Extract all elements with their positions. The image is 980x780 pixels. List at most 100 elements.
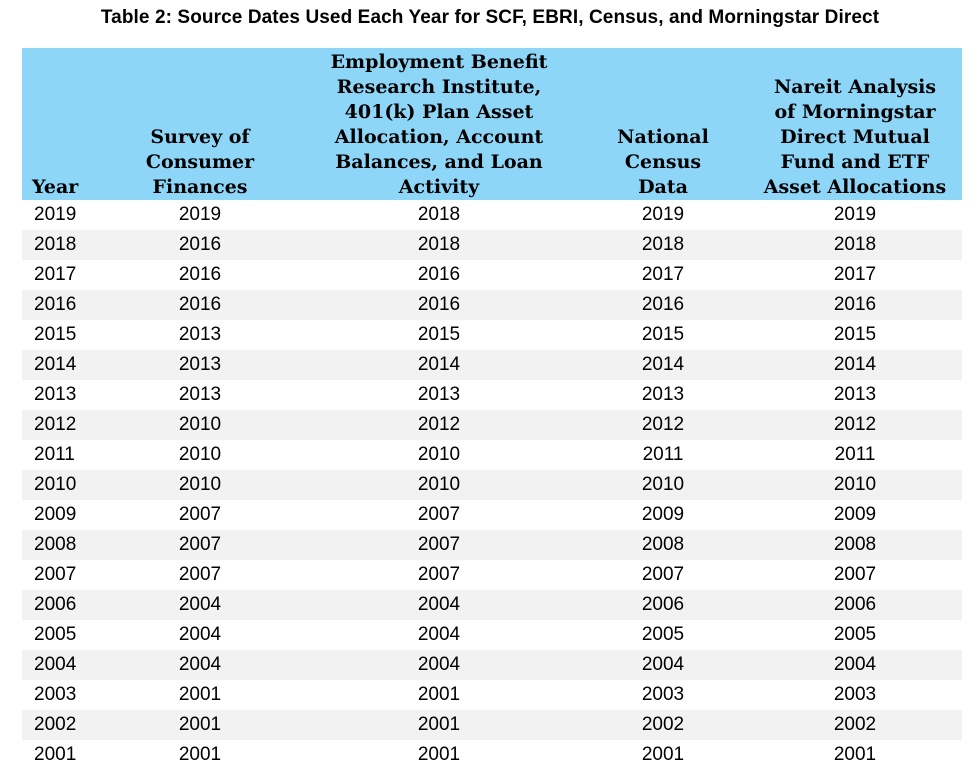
cell-morningstar: 2011 [748, 440, 962, 470]
cell-ebri: 2001 [300, 680, 578, 710]
cell-national-census-data: 2002 [578, 710, 748, 740]
cell-ebri: 2018 [300, 230, 578, 260]
header-line: Balances, and Loan [335, 151, 543, 173]
table-row: 2003 2001 2001 2003 2003 [22, 680, 962, 710]
cell-ebri: 2004 [300, 620, 578, 650]
cell-morningstar: 2002 [748, 710, 962, 740]
cell-ebri: 2001 [300, 740, 578, 770]
table-row: 2015 2013 2015 2015 2015 [22, 320, 962, 350]
source-dates-table-container: Year Survey of Consumer Finances Employm… [22, 48, 962, 770]
cell-survey-of-consumer-finances: 2007 [100, 530, 300, 560]
table-row: 2012 2010 2012 2012 2012 [22, 410, 962, 440]
cell-survey-of-consumer-finances: 2016 [100, 230, 300, 260]
table-row: 2018 2016 2018 2018 2018 [22, 230, 962, 260]
cell-year: 2002 [22, 710, 100, 740]
header-line: Data [638, 176, 688, 198]
cell-year: 2003 [22, 680, 100, 710]
cell-year: 2004 [22, 650, 100, 680]
cell-ebri: 2007 [300, 530, 578, 560]
table-row: 2008 2007 2007 2008 2008 [22, 530, 962, 560]
cell-national-census-data: 2011 [578, 440, 748, 470]
cell-national-census-data: 2017 [578, 260, 748, 290]
header-row: Year Survey of Consumer Finances Employm… [22, 48, 962, 200]
table-row: 2001 2001 2001 2001 2001 [22, 740, 962, 770]
cell-year: 2016 [22, 290, 100, 320]
cell-year: 2013 [22, 380, 100, 410]
cell-morningstar: 2017 [748, 260, 962, 290]
cell-survey-of-consumer-finances: 2010 [100, 440, 300, 470]
table-body: 2019 2019 2018 2019 2019 2018 2016 2018 2018 2018… [22, 200, 962, 770]
table-row: 2014 2013 2014 2014 2014 [22, 350, 962, 380]
cell-ebri: 2012 [300, 410, 578, 440]
table-row: 2006 2004 2004 2006 2006 [22, 590, 962, 620]
table-row: 2013 2013 2013 2013 2013 [22, 380, 962, 410]
cell-national-census-data: 2009 [578, 500, 748, 530]
cell-survey-of-consumer-finances: 2013 [100, 320, 300, 350]
header-line: Research Institute, [336, 76, 542, 98]
table-row: 2011 2010 2010 2011 2011 [22, 440, 962, 470]
cell-ebri: 2018 [300, 200, 578, 230]
cell-morningstar: 2016 [748, 290, 962, 320]
table-row: 2010 2010 2010 2010 2010 [22, 470, 962, 500]
cell-year: 2018 [22, 230, 100, 260]
table-row: 2016 2016 2016 2016 2016 [22, 290, 962, 320]
header-line: Year [32, 176, 79, 198]
cell-year: 2008 [22, 530, 100, 560]
cell-morningstar: 2003 [748, 680, 962, 710]
cell-morningstar: 2013 [748, 380, 962, 410]
header-line: Fund and ETF [780, 151, 930, 173]
cell-morningstar: 2018 [748, 230, 962, 260]
cell-year: 2012 [22, 410, 100, 440]
cell-national-census-data: 2012 [578, 410, 748, 440]
cell-survey-of-consumer-finances: 2016 [100, 260, 300, 290]
header-year: Year [22, 48, 100, 200]
cell-morningstar: 2004 [748, 650, 962, 680]
cell-morningstar: 2006 [748, 590, 962, 620]
cell-ebri: 2016 [300, 290, 578, 320]
table-row: 2002 2001 2001 2002 2002 [22, 710, 962, 740]
cell-national-census-data: 2001 [578, 740, 748, 770]
cell-ebri: 2007 [300, 560, 578, 590]
cell-national-census-data: 2019 [578, 200, 748, 230]
cell-year: 2007 [22, 560, 100, 590]
cell-national-census-data: 2003 [578, 680, 748, 710]
cell-year: 2011 [22, 440, 100, 470]
cell-survey-of-consumer-finances: 2013 [100, 380, 300, 410]
cell-morningstar: 2001 [748, 740, 962, 770]
source-dates-table: Year Survey of Consumer Finances Employm… [22, 48, 962, 770]
cell-national-census-data: 2013 [578, 380, 748, 410]
table-row: 2005 2004 2004 2005 2005 [22, 620, 962, 650]
header-line: National [617, 126, 709, 148]
cell-ebri: 2001 [300, 710, 578, 740]
header-line: of Morningstar [774, 101, 936, 123]
cell-ebri: 2013 [300, 380, 578, 410]
header-line: Consumer [145, 151, 255, 173]
cell-morningstar: 2010 [748, 470, 962, 500]
cell-survey-of-consumer-finances: 2004 [100, 620, 300, 650]
table-row: 2007 2007 2007 2007 2007 [22, 560, 962, 590]
cell-survey-of-consumer-finances: 2001 [100, 740, 300, 770]
cell-year: 2019 [22, 200, 100, 230]
cell-ebri: 2004 [300, 650, 578, 680]
cell-ebri: 2004 [300, 590, 578, 620]
cell-ebri: 2016 [300, 260, 578, 290]
cell-year: 2015 [22, 320, 100, 350]
cell-survey-of-consumer-finances: 2016 [100, 290, 300, 320]
header-survey-of-consumer-finances: Survey of Consumer Finances [100, 48, 300, 200]
cell-morningstar: 2015 [748, 320, 962, 350]
cell-survey-of-consumer-finances: 2019 [100, 200, 300, 230]
cell-national-census-data: 2008 [578, 530, 748, 560]
header-line: Finances [152, 176, 248, 198]
cell-ebri: 2010 [300, 470, 578, 500]
cell-morningstar: 2005 [748, 620, 962, 650]
cell-national-census-data: 2016 [578, 290, 748, 320]
table-row: 2009 2007 2007 2009 2009 [22, 500, 962, 530]
cell-ebri: 2014 [300, 350, 578, 380]
cell-national-census-data: 2006 [578, 590, 748, 620]
cell-morningstar: 2014 [748, 350, 962, 380]
cell-ebri: 2015 [300, 320, 578, 350]
cell-morningstar: 2012 [748, 410, 962, 440]
header-ebri: Employment Benefit Research Institute, 4… [300, 48, 578, 200]
header-national-census-data: National Census Data [578, 48, 748, 200]
cell-survey-of-consumer-finances: 2013 [100, 350, 300, 380]
